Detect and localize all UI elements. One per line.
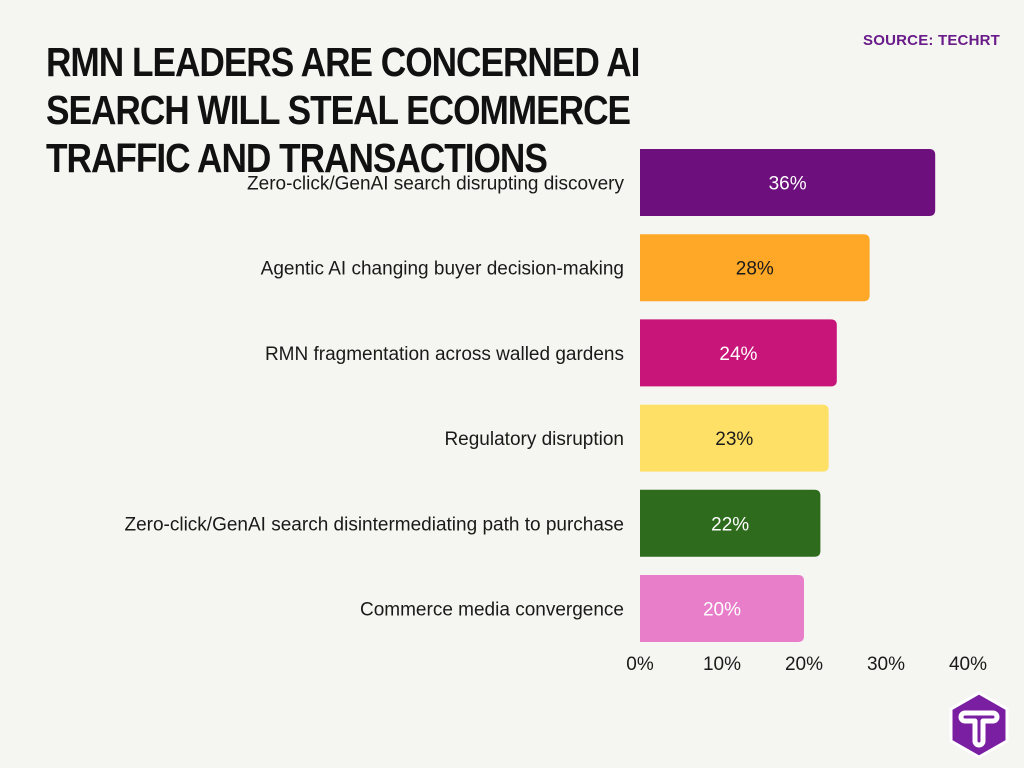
bar: [640, 149, 936, 216]
bar: [640, 489, 821, 557]
data-label: 23%: [715, 429, 753, 450]
x-tick-label: 20%: [785, 654, 823, 675]
bar: [640, 575, 804, 642]
bar: [640, 404, 829, 472]
bars-group: [640, 149, 936, 642]
x-axis-ticks-group: 0% 10% 20% 30% 40%: [626, 654, 987, 675]
data-label: 20%: [703, 600, 741, 621]
chart-title: RMN LEADERS ARE CONCERNED AI SEARCH WILL…: [46, 39, 640, 181]
category-label: Agentic AI changing buyer decision-makin…: [261, 259, 624, 280]
data-label: 24%: [719, 344, 757, 365]
category-labels-group: Zero-click/GenAI search disrupting disco…: [124, 174, 624, 621]
source-label: SOURCE: TECHRT: [863, 32, 1000, 49]
x-tick-label: 0%: [626, 654, 654, 675]
category-label: Zero-click/GenAI search disintermediatin…: [124, 514, 624, 535]
value-labels-group: 36% 28% 24% 23% 22% 20%: [703, 174, 807, 621]
techrt-logo-icon: [949, 691, 1009, 759]
data-label: 36%: [769, 174, 807, 195]
category-label: Commerce media convergence: [360, 600, 624, 621]
category-label: RMN fragmentation across walled gardens: [265, 344, 624, 365]
x-tick-label: 40%: [949, 654, 987, 675]
x-tick-label: 30%: [867, 654, 905, 675]
category-label: Regulatory disruption: [444, 429, 624, 450]
data-label: 28%: [736, 259, 774, 280]
category-label: Zero-click/GenAI search disrupting disco…: [247, 174, 624, 195]
bar: [640, 234, 870, 302]
data-label: 22%: [711, 514, 749, 535]
x-tick-label: 10%: [703, 654, 741, 675]
bar: [640, 319, 837, 387]
